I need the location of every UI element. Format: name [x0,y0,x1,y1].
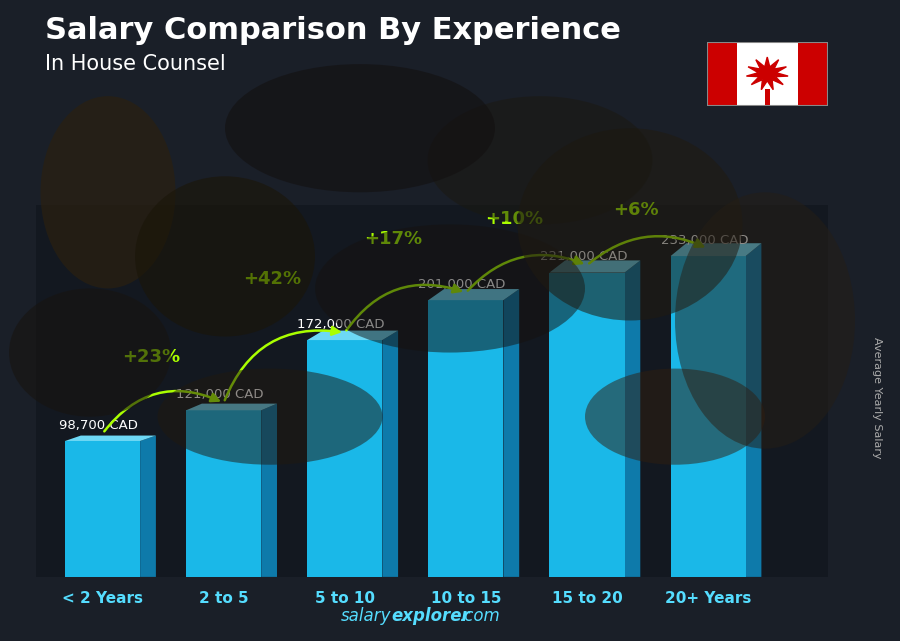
Text: +17%: +17% [364,230,422,248]
Polygon shape [428,300,503,577]
Ellipse shape [315,224,585,353]
Text: Salary Comparison By Experience: Salary Comparison By Experience [45,16,621,45]
Polygon shape [186,404,277,410]
Polygon shape [550,260,640,272]
Text: 233,000 CAD: 233,000 CAD [661,234,748,247]
Ellipse shape [40,96,176,288]
Ellipse shape [585,369,765,465]
Polygon shape [140,435,156,577]
Text: 172,000 CAD: 172,000 CAD [297,318,385,331]
Polygon shape [186,410,261,577]
Text: salary: salary [341,607,392,625]
Ellipse shape [428,96,652,224]
Ellipse shape [518,128,742,320]
Ellipse shape [675,192,855,449]
Text: +23%: +23% [122,347,180,365]
Bar [706,42,737,106]
Text: +6%: +6% [613,201,658,219]
Text: In House Counsel: In House Counsel [45,54,226,74]
Polygon shape [670,256,746,577]
Text: 98,700 CAD: 98,700 CAD [59,419,139,431]
Polygon shape [503,289,519,577]
Polygon shape [550,272,625,577]
Text: Average Yearly Salary: Average Yearly Salary [872,337,883,458]
Ellipse shape [9,288,171,417]
Polygon shape [428,289,519,300]
Text: 221,000 CAD: 221,000 CAD [539,250,627,263]
Bar [737,42,797,106]
Text: explorer: explorer [392,607,470,625]
Polygon shape [746,243,761,577]
Ellipse shape [158,369,382,465]
Polygon shape [65,435,156,441]
Polygon shape [382,331,398,577]
Text: 201,000 CAD: 201,000 CAD [418,278,506,291]
Polygon shape [670,243,761,256]
Polygon shape [261,404,277,577]
Polygon shape [746,57,788,90]
Text: 121,000 CAD: 121,000 CAD [176,388,264,401]
Polygon shape [625,260,640,577]
Text: .com: .com [459,607,500,625]
Polygon shape [65,441,140,577]
Bar [797,42,828,106]
Ellipse shape [225,64,495,192]
Ellipse shape [135,176,315,337]
Text: +42%: +42% [243,270,302,288]
Polygon shape [307,340,382,577]
Text: +10%: +10% [485,210,544,228]
Bar [765,89,770,106]
Polygon shape [307,331,398,340]
